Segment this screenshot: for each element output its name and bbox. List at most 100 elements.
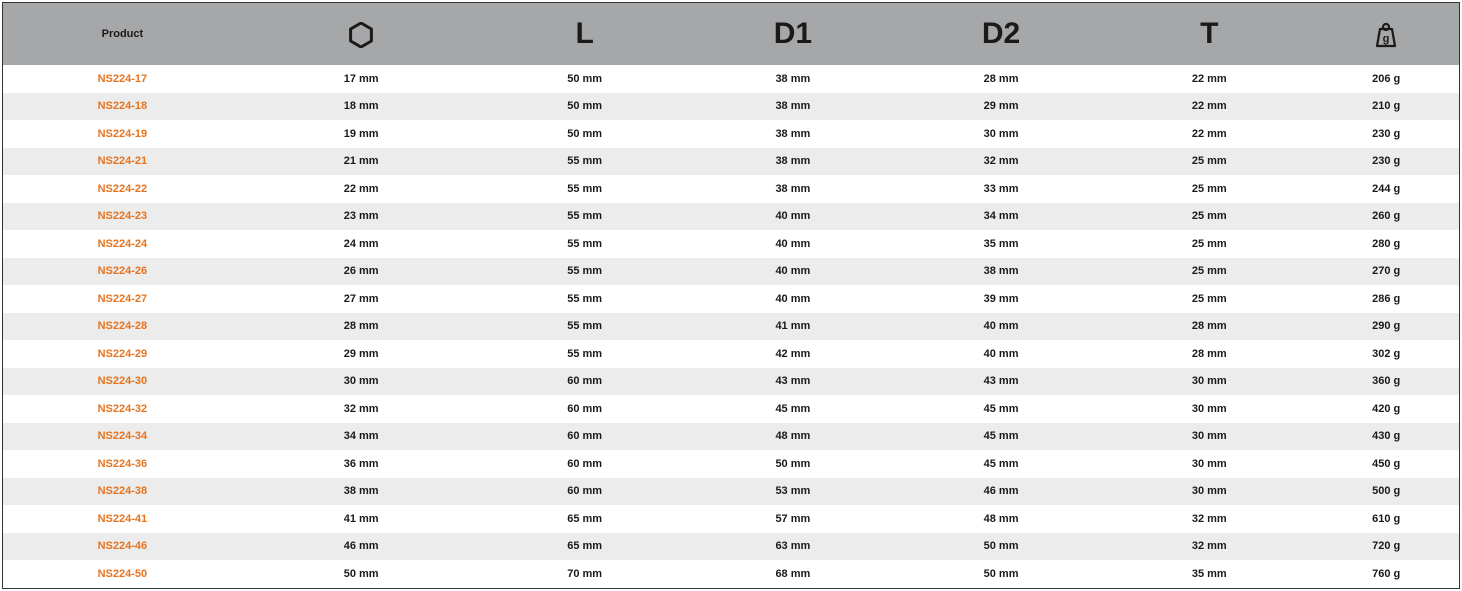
table-row: NS224-3232 mm60 mm45 mm45 mm30 mm420 g	[3, 395, 1459, 423]
spec-cell-g: 210 g	[1313, 93, 1459, 121]
spec-cell-hex: 46 mm	[242, 533, 481, 561]
spec-table: Product L D1 D2 T	[3, 3, 1459, 588]
col-header-d1[interactable]: D1	[689, 3, 897, 65]
product-link[interactable]: NS224-32	[3, 395, 242, 423]
spec-cell-L: 55 mm	[481, 340, 689, 368]
table-row: NS224-1717 mm50 mm38 mm28 mm22 mm206 g	[3, 65, 1459, 93]
col-header-t[interactable]: T	[1105, 3, 1313, 65]
spec-cell-g: 450 g	[1313, 450, 1459, 478]
spec-cell-T: 22 mm	[1105, 120, 1313, 148]
hexagon-icon	[348, 17, 374, 50]
spec-cell-L: 55 mm	[481, 258, 689, 286]
table-row: NS224-3838 mm60 mm53 mm46 mm30 mm500 g	[3, 478, 1459, 506]
table-row: NS224-4141 mm65 mm57 mm48 mm32 mm610 g	[3, 505, 1459, 533]
weight-g-icon: g	[1372, 17, 1400, 50]
spec-cell-T: 30 mm	[1105, 423, 1313, 451]
product-link[interactable]: NS224-23	[3, 203, 242, 231]
spec-cell-D1: 41 mm	[689, 313, 897, 341]
product-link[interactable]: NS224-27	[3, 285, 242, 313]
table-row: NS224-3636 mm60 mm50 mm45 mm30 mm450 g	[3, 450, 1459, 478]
spec-cell-D1: 38 mm	[689, 65, 897, 93]
spec-cell-L: 65 mm	[481, 533, 689, 561]
spec-cell-T: 28 mm	[1105, 340, 1313, 368]
spec-cell-hex: 50 mm	[242, 560, 481, 588]
col-header-hex-size[interactable]	[242, 3, 481, 65]
spec-cell-hex: 26 mm	[242, 258, 481, 286]
product-link[interactable]: NS224-17	[3, 65, 242, 93]
product-link[interactable]: NS224-41	[3, 505, 242, 533]
spec-cell-D1: 57 mm	[689, 505, 897, 533]
product-link[interactable]: NS224-19	[3, 120, 242, 148]
product-link[interactable]: NS224-18	[3, 93, 242, 121]
spec-cell-L: 60 mm	[481, 450, 689, 478]
spec-cell-g: 360 g	[1313, 368, 1459, 396]
table-row: NS224-5050 mm70 mm68 mm50 mm35 mm760 g	[3, 560, 1459, 588]
spec-cell-T: 35 mm	[1105, 560, 1313, 588]
spec-cell-D2: 39 mm	[897, 285, 1105, 313]
col-header-product[interactable]: Product	[3, 3, 242, 65]
spec-cell-g: 290 g	[1313, 313, 1459, 341]
spec-cell-hex: 21 mm	[242, 148, 481, 176]
spec-cell-T: 30 mm	[1105, 368, 1313, 396]
spec-cell-g: 244 g	[1313, 175, 1459, 203]
svg-text:g: g	[1383, 33, 1390, 45]
spec-cell-g: 610 g	[1313, 505, 1459, 533]
spec-cell-T: 22 mm	[1105, 65, 1313, 93]
product-link[interactable]: NS224-28	[3, 313, 242, 341]
spec-cell-D1: 63 mm	[689, 533, 897, 561]
spec-cell-D2: 32 mm	[897, 148, 1105, 176]
spec-cell-L: 60 mm	[481, 423, 689, 451]
spec-cell-D2: 29 mm	[897, 93, 1105, 121]
spec-cell-D1: 53 mm	[689, 478, 897, 506]
spec-cell-L: 55 mm	[481, 313, 689, 341]
spec-cell-L: 50 mm	[481, 93, 689, 121]
col-header-weight[interactable]: g	[1313, 3, 1459, 65]
product-link[interactable]: NS224-38	[3, 478, 242, 506]
spec-cell-L: 55 mm	[481, 230, 689, 258]
table-row: NS224-2828 mm55 mm41 mm40 mm28 mm290 g	[3, 313, 1459, 341]
table-row: NS224-2929 mm55 mm42 mm40 mm28 mm302 g	[3, 340, 1459, 368]
spec-cell-g: 302 g	[1313, 340, 1459, 368]
spec-cell-T: 25 mm	[1105, 258, 1313, 286]
spec-cell-D1: 40 mm	[689, 285, 897, 313]
table-row: NS224-4646 mm65 mm63 mm50 mm32 mm720 g	[3, 533, 1459, 561]
col-header-d2[interactable]: D2	[897, 3, 1105, 65]
spec-cell-L: 70 mm	[481, 560, 689, 588]
spec-cell-D1: 42 mm	[689, 340, 897, 368]
spec-cell-g: 230 g	[1313, 148, 1459, 176]
product-spec-table: Product L D1 D2 T	[2, 2, 1460, 589]
spec-cell-D2: 45 mm	[897, 395, 1105, 423]
spec-cell-hex: 24 mm	[242, 230, 481, 258]
product-link[interactable]: NS224-21	[3, 148, 242, 176]
spec-cell-g: 270 g	[1313, 258, 1459, 286]
spec-cell-g: 720 g	[1313, 533, 1459, 561]
product-link[interactable]: NS224-46	[3, 533, 242, 561]
spec-cell-D1: 48 mm	[689, 423, 897, 451]
spec-cell-T: 30 mm	[1105, 395, 1313, 423]
spec-cell-D1: 38 mm	[689, 148, 897, 176]
spec-cell-T: 25 mm	[1105, 175, 1313, 203]
product-link[interactable]: NS224-50	[3, 560, 242, 588]
spec-cell-D1: 40 mm	[689, 230, 897, 258]
product-link[interactable]: NS224-36	[3, 450, 242, 478]
product-link[interactable]: NS224-26	[3, 258, 242, 286]
product-link[interactable]: NS224-34	[3, 423, 242, 451]
spec-cell-L: 60 mm	[481, 368, 689, 396]
product-link[interactable]: NS224-22	[3, 175, 242, 203]
table-row: NS224-1818 mm50 mm38 mm29 mm22 mm210 g	[3, 93, 1459, 121]
spec-cell-D2: 40 mm	[897, 340, 1105, 368]
product-link[interactable]: NS224-24	[3, 230, 242, 258]
spec-cell-D2: 30 mm	[897, 120, 1105, 148]
spec-cell-T: 28 mm	[1105, 313, 1313, 341]
spec-cell-T: 25 mm	[1105, 230, 1313, 258]
col-header-length[interactable]: L	[481, 3, 689, 65]
spec-cell-hex: 23 mm	[242, 203, 481, 231]
spec-cell-hex: 27 mm	[242, 285, 481, 313]
spec-cell-L: 55 mm	[481, 285, 689, 313]
spec-cell-L: 50 mm	[481, 120, 689, 148]
table-row: NS224-2323 mm55 mm40 mm34 mm25 mm260 g	[3, 203, 1459, 231]
product-link[interactable]: NS224-29	[3, 340, 242, 368]
product-link[interactable]: NS224-30	[3, 368, 242, 396]
spec-cell-hex: 17 mm	[242, 65, 481, 93]
spec-cell-g: 430 g	[1313, 423, 1459, 451]
